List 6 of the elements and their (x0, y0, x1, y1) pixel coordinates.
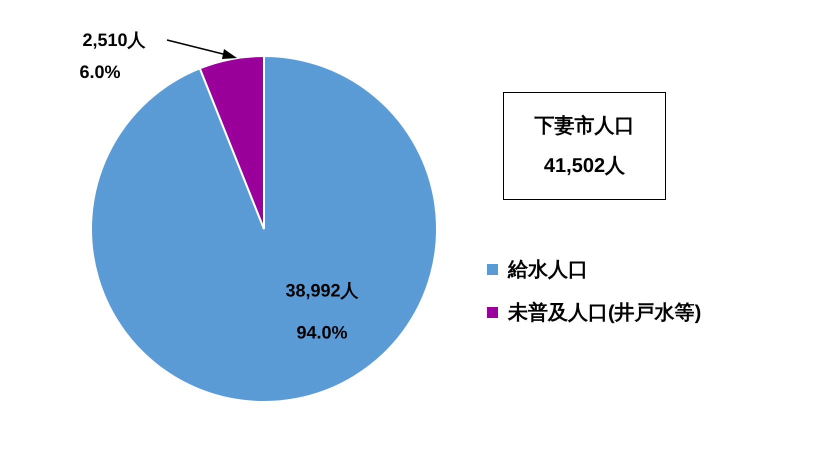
data-label: 2,510人 6.0% (79, 30, 147, 82)
legend-label: 給水人口 (508, 258, 588, 283)
text: 41,502人 (544, 154, 626, 179)
text: 38,992人 94.0% (285, 280, 358, 342)
legend-label: 未普及人口(井戸水等) (508, 300, 702, 326)
text: 下妻市人口 (534, 114, 634, 139)
